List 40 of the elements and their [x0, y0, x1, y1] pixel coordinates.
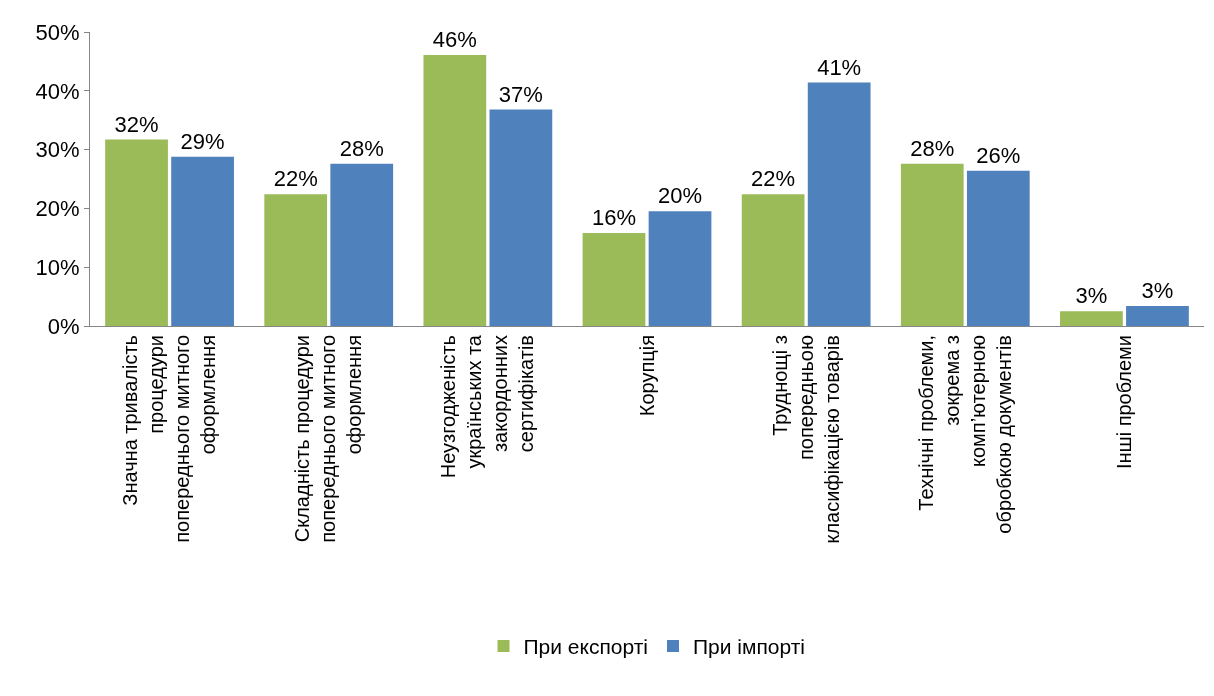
bar — [648, 211, 712, 326]
data-label: 37% — [498, 81, 543, 107]
bar — [171, 156, 234, 326]
bar — [330, 163, 394, 326]
bar — [966, 170, 1030, 326]
bar — [264, 194, 328, 326]
data-label: 22% — [751, 166, 796, 192]
x-tick-label: Інші проблеми — [1112, 335, 1135, 469]
data-label: 29% — [180, 128, 225, 154]
data-label: 41% — [817, 54, 862, 80]
data-label: 3% — [1141, 278, 1174, 304]
y-tick-label: 0% — [47, 313, 80, 339]
y-tick-label: 40% — [35, 78, 80, 104]
data-label: 28% — [910, 135, 955, 161]
y-tick-label: 20% — [35, 196, 80, 222]
data-label: 32% — [114, 111, 159, 137]
x-tick-label: Труднощі з попередньою класифікацією товарів — [768, 335, 843, 544]
bar — [582, 233, 646, 326]
data-label: 3% — [1075, 283, 1108, 309]
data-label: 28% — [339, 135, 384, 161]
data-label: 16% — [591, 205, 636, 231]
data-label: 46% — [432, 26, 477, 52]
bar — [423, 54, 487, 326]
bar — [489, 109, 553, 326]
bar — [105, 139, 168, 326]
x-tick-label: Корупція — [635, 335, 658, 417]
y-tick-label: 50% — [35, 19, 80, 45]
bar — [1126, 306, 1189, 326]
legend-label: При експорті — [523, 635, 648, 659]
data-label: 20% — [658, 183, 703, 209]
bar — [807, 82, 871, 326]
data-label: 26% — [976, 142, 1021, 168]
legend-label: При імпорті — [693, 635, 805, 659]
bar — [900, 163, 964, 326]
y-tick-label: 10% — [35, 254, 80, 280]
data-label: 22% — [273, 166, 318, 192]
y-tick-label: 30% — [35, 137, 80, 163]
bar — [741, 194, 805, 326]
bar — [1060, 311, 1123, 326]
x-tick-label: Значна тривалість процедури попереднього митного оформлення — [119, 335, 220, 543]
